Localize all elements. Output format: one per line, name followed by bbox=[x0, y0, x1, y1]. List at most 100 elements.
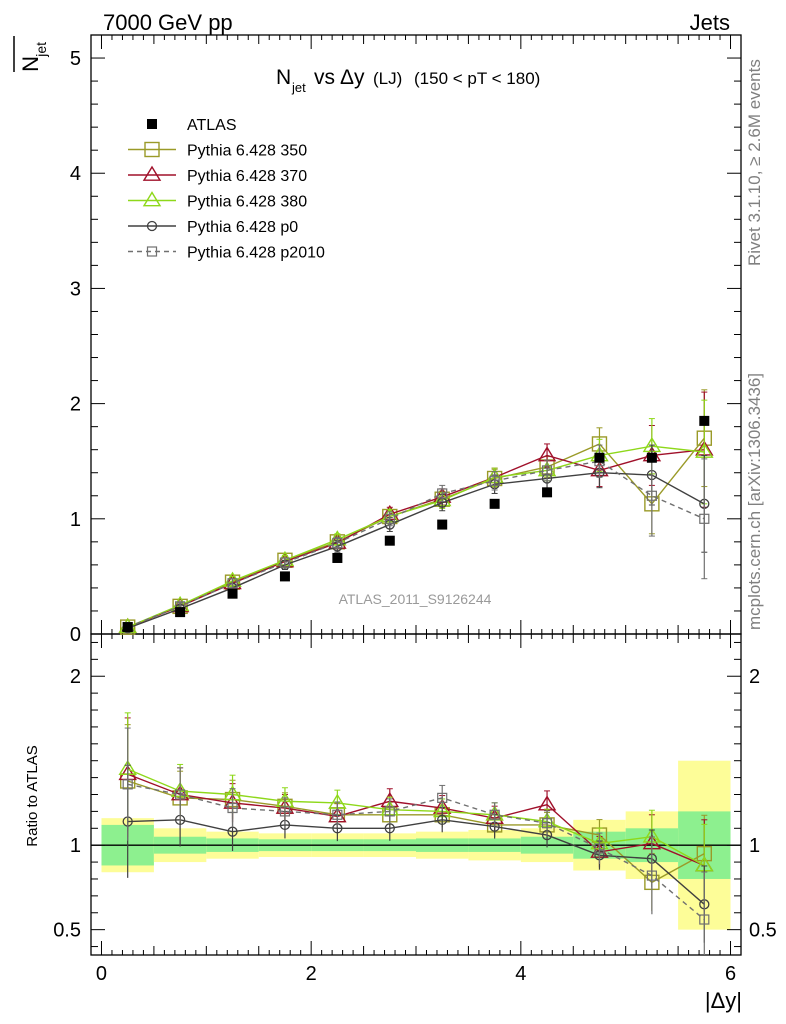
data-point bbox=[142, 191, 162, 207]
data-point bbox=[175, 607, 186, 618]
legend: ATLAS Pythia 6.428 350 Pythia 6.428 370 Pyt… bbox=[128, 117, 325, 262]
x-tick-label: 4 bbox=[515, 963, 526, 985]
series-line-main bbox=[127, 448, 705, 628]
ratio-tick-label-right: 0.5 bbox=[749, 920, 777, 942]
ratio-axis-label: Ratio to ATLAS bbox=[24, 745, 41, 846]
x-tick-label: 0 bbox=[96, 963, 107, 985]
data-point bbox=[541, 818, 553, 829]
mcplots-source-label: mcplots.cern.ch [arXiv:1306.3436] bbox=[745, 373, 764, 630]
data-series bbox=[118, 389, 714, 955]
series-line-ratio bbox=[127, 783, 705, 921]
data-point bbox=[332, 809, 343, 820]
data-point bbox=[146, 246, 158, 257]
y-axis-label-n: N bbox=[18, 56, 43, 72]
data-point bbox=[437, 814, 448, 825]
data-point bbox=[122, 779, 133, 790]
title-range: (150 < pT < 180) bbox=[414, 69, 540, 88]
data-point bbox=[142, 165, 162, 181]
data-point bbox=[384, 806, 395, 817]
analysis-watermark: ATLAS_2011_S9126244 bbox=[339, 591, 492, 607]
data-point bbox=[489, 498, 500, 509]
title-lj: (LJ) bbox=[373, 69, 402, 88]
data-point bbox=[646, 870, 657, 881]
legend-entry-0: ATLAS bbox=[147, 117, 237, 134]
legend-label: Pythia 6.428 380 bbox=[187, 194, 307, 211]
legend-entry-2: Pythia 6.428 370 bbox=[128, 165, 307, 185]
legend-label: Pythia 6.428 370 bbox=[187, 168, 307, 185]
data-point bbox=[489, 809, 500, 820]
y-tick-label: 5 bbox=[70, 48, 81, 70]
y-tick-label: 4 bbox=[70, 163, 81, 185]
y-tick-label: 1 bbox=[70, 509, 81, 531]
legend-label: Pythia 6.428 p0 bbox=[187, 219, 298, 236]
y-axis-label: N jet bbox=[18, 42, 49, 72]
data-point bbox=[279, 571, 290, 582]
title-n: N bbox=[276, 66, 291, 89]
ratio-tick-label: 2 bbox=[70, 666, 81, 688]
legend-label: ATLAS bbox=[187, 117, 237, 134]
data-point bbox=[332, 552, 343, 563]
data-point bbox=[122, 622, 133, 633]
data-point bbox=[594, 452, 605, 463]
ratio-tick-label-right: 2 bbox=[749, 666, 760, 688]
series-pythia-6-428-p2010 bbox=[122, 444, 710, 955]
legend-label: Pythia 6.428 p2010 bbox=[187, 245, 325, 262]
data-point bbox=[542, 487, 553, 498]
header-left: 7000 GeV pp bbox=[103, 10, 233, 35]
legend-entry-5: Pythia 6.428 p2010 bbox=[128, 245, 325, 262]
series-line-ratio bbox=[127, 768, 705, 867]
series-line-main bbox=[127, 472, 705, 629]
legend-entry-3: Pythia 6.428 380 bbox=[128, 191, 307, 211]
data-point bbox=[384, 513, 395, 524]
ratio-panel-frame bbox=[90, 633, 742, 956]
y-tick-label: 3 bbox=[70, 278, 81, 300]
data-point bbox=[227, 578, 238, 589]
data-point bbox=[384, 535, 395, 546]
x-axis-label: |Δy| bbox=[705, 988, 742, 1013]
data-point bbox=[646, 452, 657, 463]
series-line-main bbox=[127, 445, 705, 628]
legend-entry-4: Pythia 6.428 p0 bbox=[128, 219, 298, 236]
x-tick-label: 6 bbox=[725, 963, 736, 985]
data-point bbox=[699, 914, 710, 925]
data-point bbox=[699, 415, 710, 426]
x-tick-label: 2 bbox=[306, 963, 317, 985]
data-point bbox=[227, 802, 238, 814]
plot-title: N jet vs Δy (LJ) (150 < pT < 180) bbox=[276, 66, 540, 95]
legend-label: Pythia 6.428 350 bbox=[187, 143, 307, 160]
header-right: Jets bbox=[690, 10, 730, 35]
y-tick-label: 0 bbox=[70, 624, 81, 646]
data-point bbox=[437, 519, 448, 530]
data-point bbox=[147, 119, 157, 129]
legend-entry-1: Pythia 6.428 350 bbox=[128, 141, 307, 160]
title-n-sub: jet bbox=[291, 80, 306, 95]
title-dy: Δy bbox=[340, 66, 365, 89]
data-point bbox=[279, 806, 291, 817]
ratio-tick-label: 0.5 bbox=[53, 920, 81, 942]
data-point bbox=[332, 537, 343, 549]
data-point bbox=[144, 141, 160, 158]
ratio-tick-label-right: 1 bbox=[749, 835, 760, 857]
data-point bbox=[489, 475, 500, 486]
data-point bbox=[227, 588, 238, 599]
rivet-version-label: Rivet 3.1.10, ≥ 2.6M events bbox=[745, 59, 764, 266]
data-point bbox=[146, 220, 158, 232]
ratio-tick-label: 1 bbox=[70, 835, 81, 857]
data-point bbox=[646, 490, 657, 501]
y-tick-label: 2 bbox=[70, 394, 81, 416]
data-point bbox=[437, 792, 448, 803]
data-point bbox=[437, 488, 448, 499]
y-axis-label-sub: jet bbox=[33, 42, 49, 58]
tick-labels: 0 2 4 6 0 1 2 3 4 5 0.5 0.5 1 1 2 2 bbox=[53, 48, 777, 985]
axes-frames bbox=[90, 34, 742, 956]
title-vs: vs bbox=[314, 66, 335, 89]
series-line-ratio bbox=[127, 819, 705, 905]
data-point bbox=[699, 513, 710, 524]
series-atlas bbox=[122, 415, 710, 633]
data-point bbox=[541, 465, 553, 476]
data-point bbox=[594, 843, 605, 854]
data-point bbox=[279, 557, 291, 568]
data-point bbox=[175, 789, 186, 800]
